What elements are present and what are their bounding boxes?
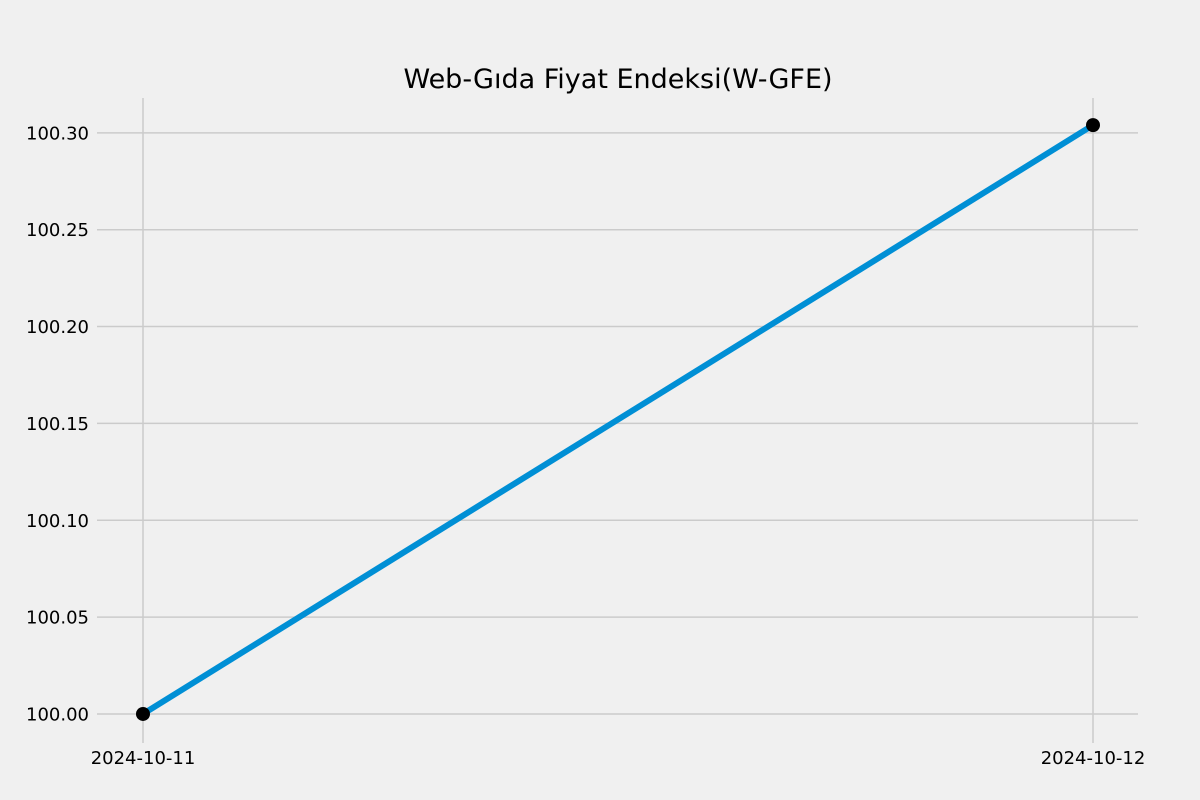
data-points — [136, 118, 1100, 721]
y-axis-tick-labels: 100.00 100.05 100.10 100.15 100.20 100.25 100.… — [26, 123, 89, 725]
chart-title: Web-Gıda Fiyat Endeksi(W-GFE) — [403, 64, 832, 95]
grid — [97, 98, 1138, 743]
data-point — [136, 706, 150, 721]
data-point — [1086, 118, 1100, 133]
y-tick-label: 100.30 — [26, 123, 89, 144]
y-tick-label: 100.10 — [26, 511, 89, 532]
x-tick-label: 2024-10-11 — [91, 748, 196, 769]
y-tick-label: 100.25 — [26, 220, 89, 241]
y-tick-label: 100.20 — [26, 317, 89, 338]
x-tick-label: 2024-10-12 — [1041, 748, 1146, 769]
y-tick-label: 100.00 — [26, 704, 89, 725]
y-tick-label: 100.15 — [26, 414, 89, 435]
series-lines — [141, 122, 1095, 717]
x-axis-tick-labels: 2024-10-11 2024-10-12 — [91, 748, 1146, 769]
y-tick-label: 100.05 — [26, 608, 89, 629]
series-line — [141, 122, 1095, 717]
